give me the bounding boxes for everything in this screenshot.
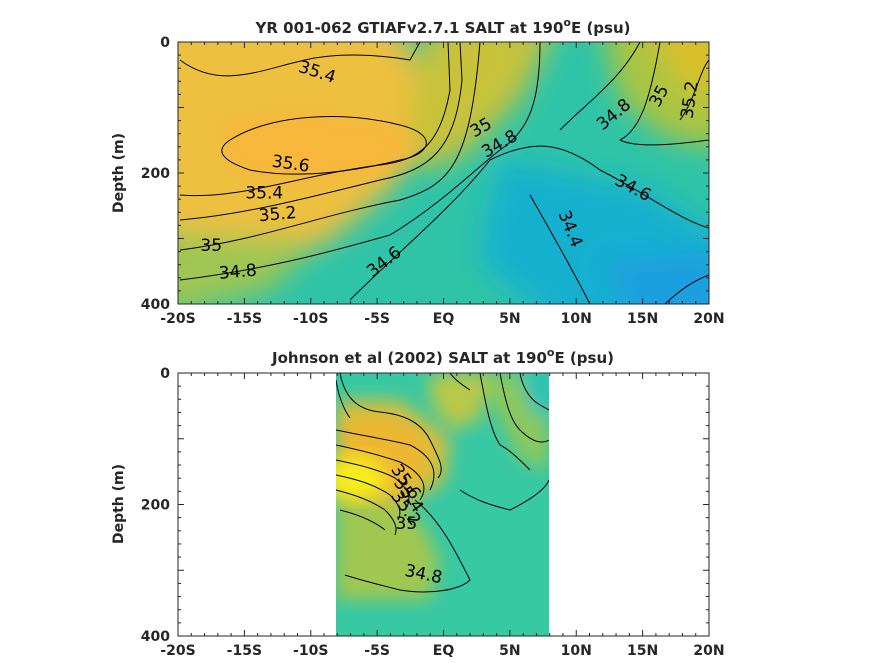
x-tick-label: -5S: [364, 643, 390, 659]
x-tick-label: -5S: [364, 311, 390, 327]
x-tick-label: 5N: [499, 643, 520, 659]
y-tick-label: 0: [160, 366, 170, 382]
panel-1-ylabel: Depth (m): [111, 133, 127, 213]
x-tick-label: 20N: [693, 643, 724, 659]
x-tick-label: -10S: [293, 643, 328, 659]
panel-2: Johnson et al (2002) SALT at 190oE (psu): [111, 346, 725, 659]
panel-1: YR 001-062 GTIAFv2.7.1 SALT at 190oE (ps…: [111, 16, 725, 327]
contour-label: 35: [200, 236, 222, 256]
panel-2-field: [336, 373, 549, 636]
y-tick-label: 400: [141, 629, 170, 645]
panel-1-title: YR 001-062 GTIAFv2.7.1 SALT at 190oE (ps…: [255, 16, 631, 37]
panel-2-ticks: -20S -15S -10S -5S EQ 5N 10N 15N 20N 0 200 400: [141, 366, 725, 659]
contour-label: 35.4: [245, 184, 283, 204]
x-tick-label: 15N: [627, 311, 658, 327]
contour-label: 35: [396, 514, 418, 534]
panel-2-ylabel: Depth (m): [111, 464, 127, 544]
x-tick-label: 20N: [693, 311, 724, 327]
panel-1-field: [178, 42, 709, 304]
x-tick-label: 5N: [499, 311, 520, 327]
panel-2-title: Johnson et al (2002) SALT at 190oE (psu): [271, 346, 614, 367]
x-tick-label: 10N: [561, 311, 592, 327]
x-tick-label: -15S: [227, 643, 262, 659]
x-tick-label: 15N: [627, 643, 658, 659]
contour-label: 34.8: [218, 261, 257, 284]
x-tick-label: -20S: [160, 311, 195, 327]
contour-label: 35.2: [258, 203, 297, 226]
x-tick-label: -10S: [293, 311, 328, 327]
x-tick-label: 10N: [561, 643, 592, 659]
y-tick-label: 0: [160, 35, 170, 51]
x-tick-label: -15S: [227, 311, 262, 327]
y-tick-label: 400: [141, 297, 170, 313]
x-tick-label: EQ: [433, 311, 455, 327]
y-tick-label: 200: [141, 166, 170, 182]
x-tick-label: -20S: [160, 643, 195, 659]
y-tick-label: 200: [141, 498, 170, 514]
panel-1-ticks: -20S -15S -10S -5S EQ 5N 10N 15N 20N 0 200 400: [141, 35, 725, 327]
x-tick-label: EQ: [433, 643, 455, 659]
